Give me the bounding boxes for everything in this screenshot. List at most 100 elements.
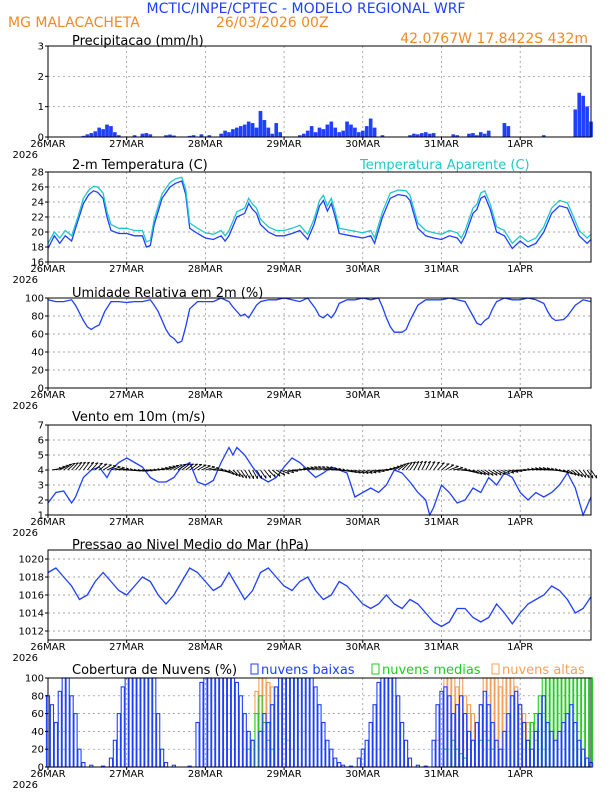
wind-barb-head xyxy=(436,461,440,464)
rh-xtick-label: 27MAR xyxy=(109,390,144,401)
precip-bar xyxy=(93,131,98,138)
wind-barb xyxy=(311,466,322,471)
clouds-bar xyxy=(368,721,373,768)
wind-barb xyxy=(248,469,254,479)
clouds-bar xyxy=(506,713,511,768)
precip-bar xyxy=(223,130,227,138)
wind-barb xyxy=(366,469,377,474)
rh-ytick-label: 60 xyxy=(31,330,44,341)
wind-barb xyxy=(169,465,180,471)
wind-barb xyxy=(512,469,523,472)
wind-barb xyxy=(559,469,570,474)
temp-xtick-label: 28MAR xyxy=(188,264,223,275)
wind-barb xyxy=(185,463,194,471)
wind-barb xyxy=(500,469,510,475)
precip-bar xyxy=(345,121,349,138)
precip-frame xyxy=(47,45,592,138)
precip-bar xyxy=(364,126,369,138)
wind-barb xyxy=(63,463,73,471)
wind-barb xyxy=(445,464,455,471)
wind-ytick-label: 1 xyxy=(38,511,44,522)
clouds-bar xyxy=(521,721,527,768)
wind-barb xyxy=(110,466,121,471)
wind-xtick-label: 28MAR xyxy=(188,517,223,528)
clouds-bar xyxy=(140,677,145,768)
clouds-bar xyxy=(482,690,487,768)
clouds-bar xyxy=(553,739,558,768)
wind-barb-head xyxy=(282,472,286,476)
precip-title: Precipitacao (mm/h) xyxy=(72,34,204,49)
clouds-bar xyxy=(112,739,118,768)
wind-barb xyxy=(67,462,76,471)
wind-barb xyxy=(374,469,385,473)
wind-barb-head xyxy=(416,460,420,464)
precip-bar xyxy=(471,133,475,138)
wind-ytick-label: 6 xyxy=(38,436,44,447)
wind-barb xyxy=(453,467,464,471)
clouds-bar xyxy=(510,695,515,768)
precip-xtick-label: 26MAR xyxy=(30,139,65,150)
wind-xtick-label: 29MAR xyxy=(267,517,302,528)
clouds-bar xyxy=(561,721,566,768)
wind-barb xyxy=(189,463,198,471)
clouds-bar xyxy=(215,677,220,768)
precip-bar xyxy=(238,126,243,138)
clouds-bar xyxy=(305,677,310,768)
precip-bar xyxy=(254,127,259,138)
clouds-bar xyxy=(148,677,153,768)
clouds-title: Cobertura de Nuvens (%) xyxy=(72,663,237,678)
wind-barb-head xyxy=(211,465,215,468)
wind-barb xyxy=(397,463,407,471)
rh-line-0 xyxy=(47,297,592,344)
wind-barb xyxy=(102,464,112,471)
clouds-bar xyxy=(584,677,590,768)
precip-xtick-label: 28MAR xyxy=(188,139,223,150)
precip-bar xyxy=(341,130,345,138)
clouds-bar xyxy=(325,739,330,768)
wind-xtick-label: 30MAR xyxy=(345,517,380,528)
wind-barb-head xyxy=(78,461,83,464)
wind-barb xyxy=(574,469,583,478)
wind-barb xyxy=(472,469,483,475)
clouds-bar xyxy=(199,681,204,768)
clouds-year-label: 2026 xyxy=(13,780,38,791)
rh-ytick-label: 20 xyxy=(31,366,44,377)
wind-barb-head xyxy=(326,466,330,468)
clouds-bar xyxy=(486,704,491,768)
clouds-bar xyxy=(262,713,267,768)
wind-barb-head xyxy=(550,467,554,470)
rh-xtick-label: 30MAR xyxy=(345,390,380,401)
clouds-bar xyxy=(573,721,578,768)
clouds-ytick-label: 20 xyxy=(31,745,44,756)
wind-barb xyxy=(362,469,373,474)
clouds-bar xyxy=(403,739,409,768)
wind-barb xyxy=(197,464,207,471)
chart-main-title: MCTIC/INPE/CPTEC - MODELO REGIONAL WRF xyxy=(147,1,466,17)
clouds-bar xyxy=(108,757,114,768)
clouds-bar xyxy=(49,704,55,768)
clouds-bar xyxy=(53,721,58,768)
wind-ytick-label: 5 xyxy=(38,451,44,462)
clouds-bar xyxy=(242,713,247,768)
wind-barb xyxy=(346,469,357,474)
wind-barb-head xyxy=(238,473,241,477)
precip-bar xyxy=(333,127,338,138)
precip-bar xyxy=(486,130,491,138)
clouds-bar xyxy=(494,739,499,768)
clouds-bar xyxy=(293,677,299,768)
precip-bar xyxy=(144,133,149,138)
precip-bar xyxy=(242,124,247,138)
wind-barb xyxy=(488,469,498,476)
wind-barb-head xyxy=(507,471,511,475)
wind-barb xyxy=(181,463,191,471)
wind-barb-head xyxy=(82,461,86,464)
wind-barb xyxy=(437,462,445,471)
precip-ytick-label: 0 xyxy=(38,133,44,144)
precip-bar xyxy=(305,130,310,138)
wind-barb xyxy=(323,467,334,471)
clouds-bar xyxy=(392,677,397,768)
wind-barb-head xyxy=(129,468,133,471)
temp-ytick-label: 20 xyxy=(31,228,44,239)
wind-barb xyxy=(252,469,258,479)
precip-bar xyxy=(97,127,101,138)
